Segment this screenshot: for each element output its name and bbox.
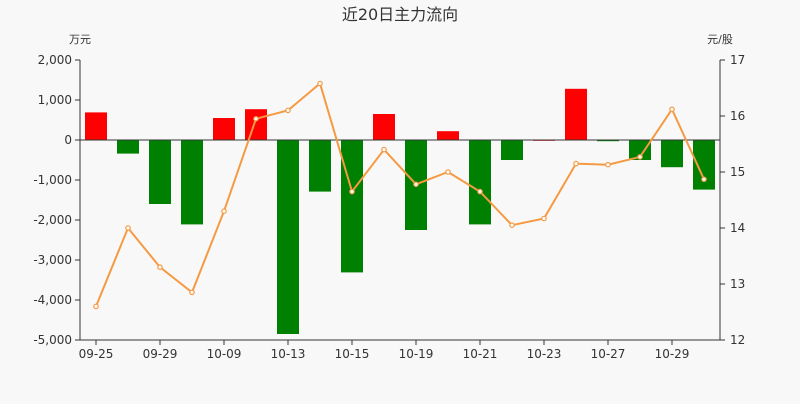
price-point [637,154,643,160]
bar [85,112,107,140]
price-point [189,289,195,296]
bar [693,140,715,190]
price-point [477,188,483,195]
price-point [285,107,291,114]
x-tick-label: 10-23 [527,347,562,361]
price-point [605,161,611,168]
left-tick-label: -4,000 [33,293,72,307]
x-tick-label: 10-29 [655,347,690,361]
left-tick-label: -3,000 [33,253,72,267]
bar [181,140,203,225]
left-unit-label: 万元 [69,33,91,46]
axes-layer: -5,000 -4,000 -3,000 -2,000 -1,000 0 1,000 2,00… [33,53,745,361]
price-point [157,264,163,271]
bar [437,131,459,140]
price-point [125,225,131,231]
price-point [701,176,707,183]
x-tick-label: 10-13 [271,347,306,361]
price-point [317,80,323,87]
price-point [509,222,515,229]
left-tick-label: 1,000 [38,93,72,107]
bar [373,114,395,140]
right-tick-label: 13 [730,277,745,291]
right-tick-label: 15 [730,165,745,179]
bar [309,140,331,192]
bar [469,140,491,225]
bar [213,118,235,140]
left-tick-label: -2,000 [33,213,72,227]
bar [341,140,363,273]
price-point [445,169,451,175]
bar [501,140,523,160]
bar [149,140,171,204]
price-point [413,181,419,188]
x-tick-label: 10-09 [207,347,242,361]
bar [117,140,139,154]
bar [245,109,267,140]
price-point [349,188,355,195]
line-layer [93,80,707,310]
price-point [669,106,675,113]
right-tick-label: 14 [730,221,745,235]
chart-title: 近20日主力流向 [342,5,458,24]
left-tick-label: -5,000 [33,333,72,347]
bar [629,140,651,160]
price-point [93,303,99,310]
price-point [573,160,579,167]
x-tick-label: 10-21 [463,347,498,361]
x-tick-label: 10-15 [335,347,370,361]
price-point [381,146,387,153]
price-point [541,215,547,222]
right-unit-label: 元/股 [707,33,733,46]
right-tick-label: 17 [730,53,745,67]
x-tick-label: 10-27 [591,347,626,361]
x-tick-label: 10-19 [399,347,434,361]
price-point [221,208,227,215]
x-tick-label: 09-29 [143,347,178,361]
left-tick-label: 2,000 [38,53,72,67]
price-line [95,81,705,307]
left-tick-label: -1,000 [33,173,72,187]
x-tick-label: 09-25 [79,347,114,361]
bar [277,140,299,334]
bar [597,140,619,142]
price-point [253,116,259,122]
bar [565,88,587,140]
right-tick-label: 16 [730,109,745,123]
bar [661,140,683,168]
right-tick-label: 12 [730,333,745,347]
left-tick-label: 0 [64,133,72,147]
